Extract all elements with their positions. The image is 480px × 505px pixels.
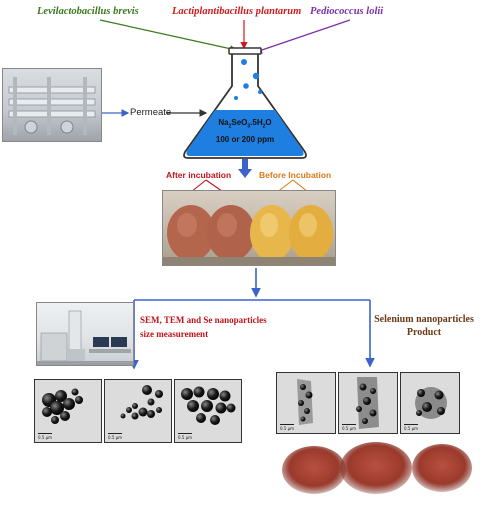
scale-bar-label: 0.5 μm (38, 433, 53, 440)
tem-micrograph-4: 0.5 μm (276, 372, 336, 434)
filtration-plant-photo (2, 68, 102, 142)
scale-bar-label: 0.5 μm (108, 433, 123, 440)
sem-lab-photo (36, 302, 134, 366)
formula-part: .5H (250, 118, 263, 127)
flask-formula: Na2SeO3.5H2O (214, 118, 276, 130)
strain-label-plantarum: Lactiplantibacillus plantarum (172, 6, 302, 17)
permeate-label: Permeate (130, 107, 172, 118)
tem-micrograph-1: 0.5 μm (34, 379, 102, 443)
tem-micrograph-6: 0.5 μm (400, 372, 460, 434)
formula-part: SeO (231, 118, 248, 127)
scale-bar-label: 0.5 μm (178, 433, 193, 440)
formula-sub: 2 (262, 123, 266, 130)
culture-flasks-photo (162, 190, 336, 266)
before-incubation-label: Before Incubation (259, 170, 332, 180)
strain-label-lolii: Pediococcus lolii (310, 6, 384, 17)
flask-icon (183, 47, 307, 159)
tem-micrograph-5: 0.5 μm (338, 372, 398, 434)
flask-concentration: 100 or 200 ppm (215, 135, 275, 144)
arrow-flask-down (238, 169, 252, 178)
tem-micrograph-3: 0.5 μm (174, 379, 242, 443)
arrow-brevis (99, 19, 238, 53)
formula-sub: 3 (247, 123, 251, 130)
scale-bar-label: 0.5 μm (342, 424, 357, 431)
left-branch-label: SEM, TEM and Se nanoparticles size measu… (140, 315, 267, 339)
formula-part: O (265, 118, 272, 127)
tem-micrograph-2: 0.5 μm (104, 379, 172, 443)
scale-bar-label: 0.5 μm (280, 424, 295, 431)
arrow-lolii (254, 19, 351, 54)
right-branch-label: Selenium nanoparticles Product (374, 314, 474, 338)
formula-part: Na (218, 118, 229, 127)
formula-sub: 2 (228, 123, 232, 130)
scale-bar-label: 0.5 μm (404, 424, 419, 431)
strain-label-brevis: Levilactobacillus brevis (37, 6, 139, 17)
after-incubation-label: After incubation (166, 170, 232, 180)
